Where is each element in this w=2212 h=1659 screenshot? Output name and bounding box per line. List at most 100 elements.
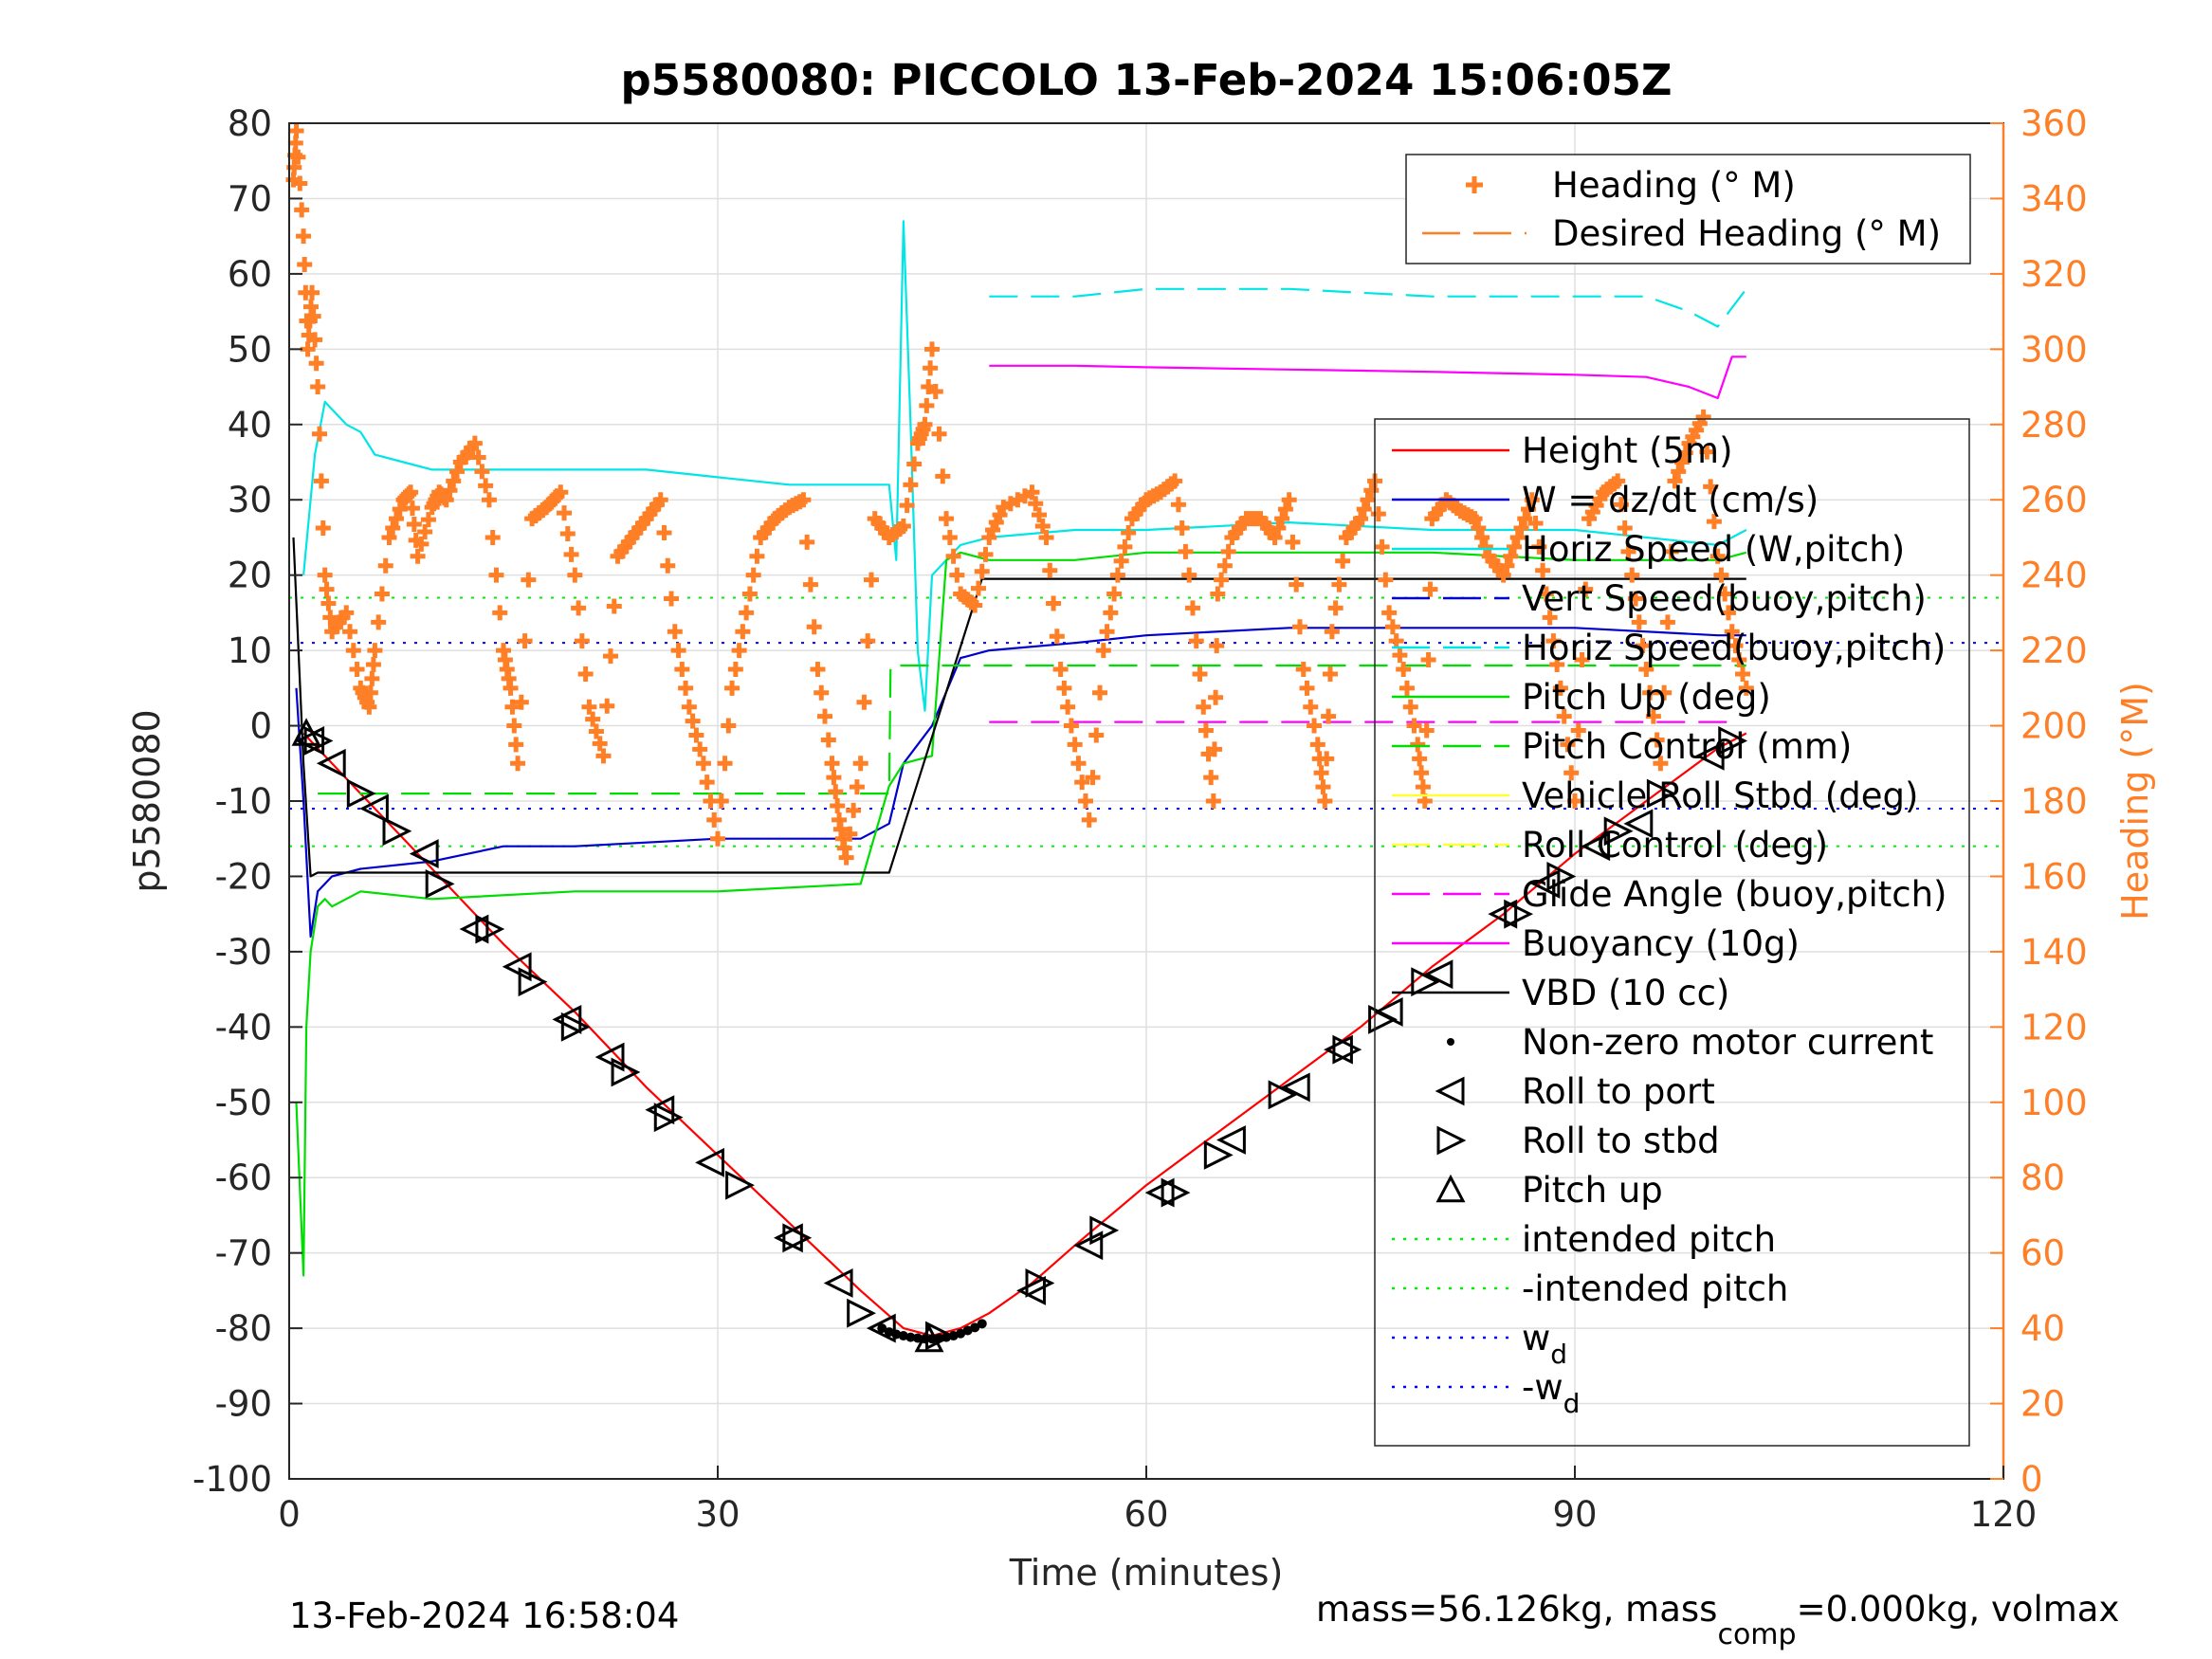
heading-point <box>310 379 326 395</box>
heading-point <box>1695 409 1711 425</box>
heading-point <box>364 670 380 686</box>
heading-point <box>1631 614 1647 630</box>
heading-point <box>466 435 483 451</box>
heading-point <box>294 202 310 218</box>
heading-point <box>1677 445 1693 461</box>
heading-point <box>595 748 612 764</box>
heading-point <box>903 477 919 493</box>
heading-point <box>1081 811 1097 828</box>
roll-to-stbd-marker <box>1646 778 1676 809</box>
heading-point <box>1181 567 1197 583</box>
roll-to-port-marker <box>1694 740 1725 771</box>
roll-to-port-marker <box>552 1004 582 1034</box>
heading-point <box>1574 652 1590 668</box>
heading-point <box>1538 586 1554 602</box>
heading-point <box>1271 520 1287 537</box>
heading-point <box>741 586 758 602</box>
heading-point <box>1414 765 1430 781</box>
roll-to-stbd-marker <box>1603 816 1634 847</box>
heading-point <box>1717 586 1733 602</box>
heading-point <box>315 520 331 537</box>
roll-to-port-marker <box>409 839 439 869</box>
heading-point <box>1578 581 1594 597</box>
heading-point <box>381 529 397 545</box>
roll-to-port-marker <box>1423 959 1453 990</box>
heading-point <box>1295 661 1311 677</box>
motor-current-point <box>962 1325 973 1336</box>
heading-point <box>895 519 911 535</box>
heading-point <box>1663 543 1679 559</box>
heading-point <box>919 397 935 413</box>
heading-point <box>664 591 680 607</box>
heading-point <box>1653 756 1669 772</box>
heading-point <box>1327 600 1344 616</box>
y2-tick-label: 120 <box>2020 1007 2088 1048</box>
heading-point <box>319 581 335 597</box>
heading-point <box>667 624 683 640</box>
legend-label: -wd <box>1522 1367 1580 1419</box>
motor-current-point <box>956 1328 966 1339</box>
y2-tick-label: 200 <box>2020 706 2088 747</box>
heading-point <box>1309 737 1325 753</box>
heading-point <box>1728 638 1744 654</box>
roll-to-port-marker <box>695 1147 724 1177</box>
y2-tick-label: 240 <box>2020 556 2088 596</box>
legend-label: intended pitch <box>1522 1219 1776 1260</box>
legend-label-text: Height (5m) <box>1522 430 1733 471</box>
legend-label: Horiz Speed (W,pitch) <box>1522 529 1905 570</box>
y-tick-label: 10 <box>228 630 272 671</box>
heading-point <box>1324 624 1340 640</box>
heading-point <box>678 680 694 696</box>
roll-to-port-marker <box>773 1223 803 1253</box>
y-tick-label: 70 <box>228 178 272 219</box>
series-line <box>292 537 1746 878</box>
y-tick-label: -20 <box>215 856 272 897</box>
heading-point <box>1384 619 1400 635</box>
legend-label-text: Roll Control (deg) <box>1522 825 1828 866</box>
heading-point <box>1381 605 1398 621</box>
y2-tick-label: 60 <box>2020 1233 2065 1274</box>
y-tick-label: -30 <box>215 932 272 973</box>
y2-tick-label: 140 <box>2020 932 2088 973</box>
heading-point <box>1617 520 1633 537</box>
x-axis: 0 30 60 90 120 <box>278 1466 2037 1535</box>
heading-point <box>557 505 573 521</box>
heading-point <box>939 511 955 527</box>
legend-label: Roll to stbd <box>1522 1121 1720 1161</box>
legend-label-text: -intended pitch <box>1522 1268 1788 1309</box>
heading-point <box>1291 619 1307 635</box>
footer-mass: mass=56.126kg, masscomp=0.000kg, volmax <box>1316 1589 2119 1651</box>
series-line <box>989 287 1747 328</box>
heading-point <box>727 661 743 677</box>
heading-point <box>1277 501 1293 518</box>
y-tick-label: 20 <box>228 556 272 596</box>
y2-tick-label: 160 <box>2020 856 2088 897</box>
heading-point <box>824 756 840 772</box>
series-line <box>318 664 1746 795</box>
roll-to-stbd-marker <box>1161 1177 1191 1208</box>
roll-to-port-marker <box>359 793 389 824</box>
heading-point <box>1620 543 1636 559</box>
heading-point <box>1412 751 1428 767</box>
heading-point <box>510 756 526 772</box>
heading-point <box>288 122 304 138</box>
heading-point <box>681 699 697 715</box>
roll-to-stbd-marker <box>1368 1004 1398 1034</box>
heading-point <box>389 511 404 527</box>
heading-point <box>478 478 494 494</box>
heading-point <box>371 614 387 630</box>
heading-point <box>599 698 615 714</box>
heading-point <box>292 175 308 191</box>
heading-point <box>717 756 733 772</box>
roll-to-stbd-marker <box>475 914 505 944</box>
y-tick-label: 60 <box>228 254 272 295</box>
heading-point <box>927 384 943 400</box>
heading-point <box>842 826 858 842</box>
heading-point <box>513 694 529 710</box>
heading-point <box>567 567 583 583</box>
y-axis-label: p5580080 <box>126 709 168 892</box>
heading-point <box>699 775 715 791</box>
heading-point <box>1388 633 1404 649</box>
heading-point <box>1113 553 1129 569</box>
heading-point <box>724 680 740 696</box>
